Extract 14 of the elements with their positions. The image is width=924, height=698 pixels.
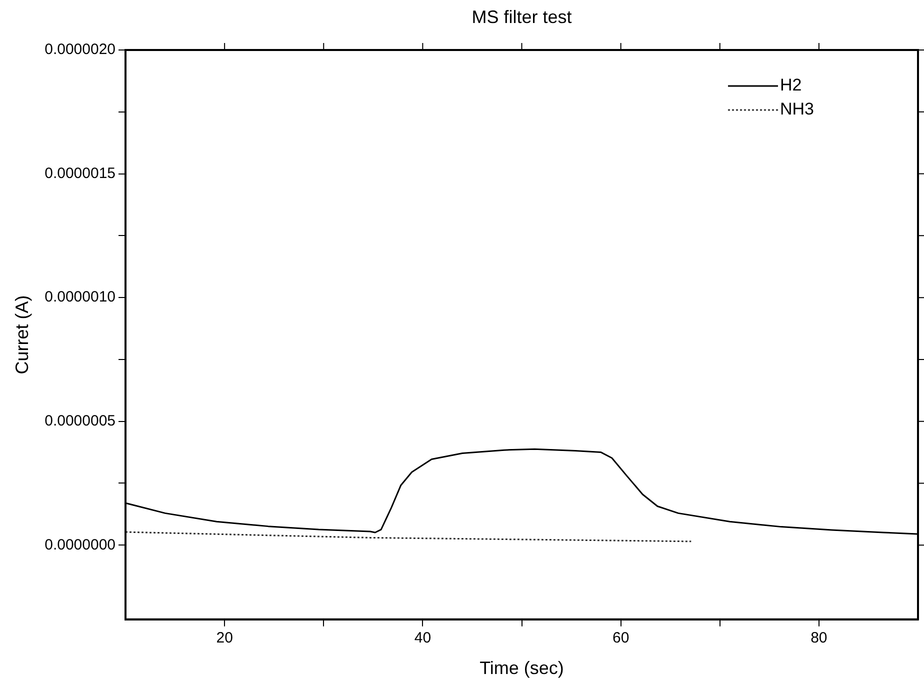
y-tick-label: 0.0000020 bbox=[44, 41, 116, 58]
x-tick-label: 40 bbox=[414, 630, 432, 647]
chart-title: MS filter test bbox=[472, 6, 572, 27]
x-axis-title: Time (sec) bbox=[480, 658, 564, 678]
legend-label: NH3 bbox=[780, 100, 814, 119]
y-tick-label: 0.0000000 bbox=[44, 536, 116, 554]
legend-label: H2 bbox=[780, 76, 802, 95]
x-tick-label: 20 bbox=[216, 630, 233, 647]
y-tick-label: 0.0000010 bbox=[44, 288, 116, 306]
y-tick-label: 0.0000005 bbox=[44, 412, 116, 430]
x-tick-label: 80 bbox=[810, 630, 828, 647]
y-axis-title: Curret (A) bbox=[12, 295, 32, 374]
y-tick-label: 0.0000015 bbox=[44, 164, 116, 182]
x-tick-label: 60 bbox=[612, 630, 630, 647]
